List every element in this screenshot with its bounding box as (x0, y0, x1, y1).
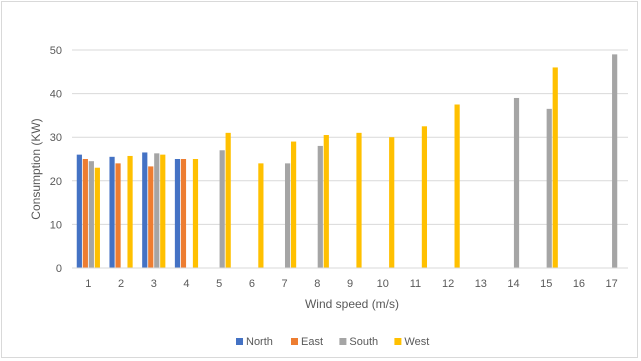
x-axis-title: Wind speed (m/s) (305, 297, 399, 311)
y-tick-label: 0 (56, 263, 62, 275)
bar-west-10 (389, 137, 395, 268)
bar-south-17 (612, 54, 618, 268)
legend-label-west: West (404, 336, 429, 348)
y-tick-label: 10 (50, 219, 62, 231)
bar-west-2 (127, 155, 133, 268)
y-axis-title: Consumption (KW) (29, 118, 43, 219)
legend-swatch-south (339, 338, 347, 345)
bar-north-3 (142, 152, 148, 268)
bar-west-15 (552, 67, 558, 268)
bar-south-1 (88, 161, 94, 268)
bar-west-4 (192, 159, 199, 268)
x-tick-label: 12 (442, 278, 454, 290)
y-tick-label: 40 (50, 89, 62, 101)
legend-label-north: North (246, 336, 273, 348)
bar-north-2 (109, 156, 115, 268)
x-tick-label: 16 (573, 278, 585, 290)
legend-label-south: South (349, 336, 378, 348)
bar-west-6 (258, 163, 264, 268)
x-tick-label: 14 (507, 278, 519, 290)
x-tick-label: 1 (85, 278, 91, 290)
bar-west-7 (290, 141, 297, 268)
x-tick-label: 9 (347, 278, 353, 290)
y-axis-ticks: 0 10 20 30 40 50 (50, 45, 62, 275)
legend-swatch-north (236, 338, 243, 345)
x-tick-label: 15 (540, 278, 552, 290)
bar-west-12 (454, 104, 460, 268)
bar-south-5 (219, 150, 225, 268)
bar-east-2 (115, 163, 121, 268)
x-tick-label: 6 (249, 278, 255, 290)
bar-south-3 (154, 153, 160, 268)
bar-west-5 (225, 132, 231, 268)
x-tick-label: 2 (118, 278, 124, 290)
legend-swatch-west (394, 338, 402, 345)
x-tick-label: 13 (475, 278, 487, 290)
x-tick-label: 17 (606, 278, 618, 290)
bar-north-4 (174, 159, 181, 268)
bar-south-15 (546, 108, 552, 268)
legend-label-east: East (301, 336, 323, 348)
legend: North East South West (236, 336, 429, 348)
x-tick-label: 4 (183, 278, 189, 290)
y-tick-label: 50 (50, 45, 62, 57)
bar-south-14 (513, 97, 520, 269)
bar-west-8 (323, 135, 329, 268)
x-axis-ticks: 1 2 3 4 5 6 7 8 9 10 11 12 13 14 15 16 17 (85, 278, 617, 290)
bar-south-8 (317, 145, 323, 268)
x-tick-label: 3 (151, 278, 157, 290)
bar-west-11 (421, 126, 428, 268)
y-tick-label: 30 (50, 132, 62, 144)
x-tick-label: 11 (410, 278, 421, 290)
x-tick-label: 7 (282, 278, 288, 290)
x-tick-label: 10 (377, 278, 389, 290)
bar-east-1 (82, 159, 88, 268)
y-tick-label: 20 (50, 176, 62, 188)
bar-west-3 (160, 154, 166, 268)
x-tick-label: 8 (314, 278, 320, 290)
bar-west-9 (356, 132, 362, 268)
bar-west-1 (94, 167, 100, 268)
bar-south-7 (284, 163, 291, 268)
bar-east-3 (148, 166, 154, 268)
legend-swatch-east (291, 338, 298, 345)
bars (76, 54, 618, 269)
bar-east-4 (180, 159, 187, 268)
x-tick-label: 5 (216, 278, 222, 290)
bar-north-1 (76, 154, 82, 268)
